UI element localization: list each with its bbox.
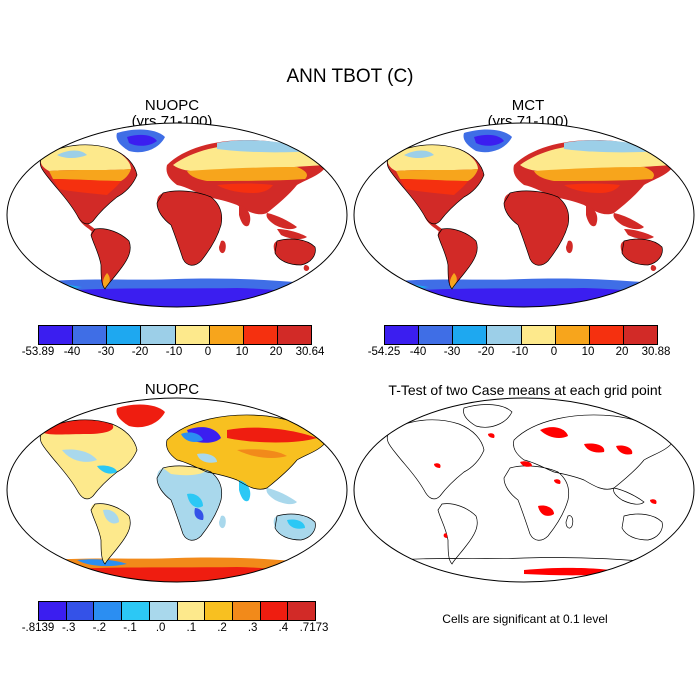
colorbar-swatch xyxy=(141,326,176,344)
colorbar-tick-label: .0 xyxy=(155,622,166,634)
colorbar-swatch xyxy=(39,602,67,620)
colorbar-tick-label: -54.25 xyxy=(367,346,401,358)
colorbar-tick-label: .1 xyxy=(186,622,197,634)
colorbar-tick-label: -20 xyxy=(477,346,495,358)
colorbar-mct-labels: -54.25 -40 -30 -20 -10 0 10 20 30.88 xyxy=(368,346,671,362)
colorbar-swatch xyxy=(589,326,624,344)
colorbar-difference-labels: -.8139 -.3 -.2 -.1 .0 .1 .2 .3 .4 .7173 xyxy=(22,622,329,638)
colorbar-tick-label: -30 xyxy=(443,346,461,358)
colorbar-tick-label: -10 xyxy=(165,346,183,358)
colorbar-swatch xyxy=(232,602,261,620)
figure-title: ANN TBOT (C) xyxy=(286,66,414,87)
colorbar-swatch xyxy=(66,602,95,620)
colorbar-tick-label: -10 xyxy=(511,346,529,358)
colorbar-swatch xyxy=(260,602,289,620)
colorbar-swatch xyxy=(73,326,108,344)
colorbar-swatch xyxy=(453,326,488,344)
colorbar-swatch xyxy=(277,326,311,344)
colorbar-swatch xyxy=(521,326,556,344)
colorbar-swatch xyxy=(94,602,123,620)
colorbar-tick-label: -.2 xyxy=(92,622,107,634)
colorbar-mct xyxy=(384,325,658,345)
colorbar-nuopc-labels: -53.89 -40 -30 -20 -10 0 10 20 30.64 xyxy=(22,346,325,362)
colorbar-swatch xyxy=(209,326,244,344)
colorbar-swatch xyxy=(385,326,420,344)
map-panel-mct xyxy=(353,122,695,308)
colorbar-tick-label: 20 xyxy=(615,346,629,358)
colorbar-tick-label: 0 xyxy=(204,346,212,358)
panel-title-line1: NUOPC xyxy=(144,381,200,398)
significance-note: Cells are significant at 0.1 level xyxy=(442,612,608,626)
colorbar-tick-label: .2 xyxy=(217,622,227,634)
colorbar-tick-label: -.1 xyxy=(123,622,137,634)
colorbar-tick-label: .3 xyxy=(247,622,258,634)
colorbar-tick-label: .4 xyxy=(278,622,289,634)
colorbar-tick-label: -40 xyxy=(63,346,81,358)
colorbar-swatch xyxy=(107,326,142,344)
colorbar-tick-label: 10 xyxy=(581,346,595,358)
panel-title-line1: MCT xyxy=(511,97,545,114)
colorbar-tick-label: -20 xyxy=(131,346,149,358)
colorbar-tick-label: -.8139 xyxy=(21,622,55,634)
colorbar-swatch xyxy=(177,602,206,620)
colorbar-tick-label: 30.88 xyxy=(641,346,671,358)
colorbar-tick-label: -.3 xyxy=(61,622,76,634)
colorbar-swatch xyxy=(288,602,316,620)
colorbar-swatch xyxy=(122,602,150,620)
colorbar-swatch xyxy=(39,326,74,344)
colorbar-tick-label: 10 xyxy=(235,346,249,358)
colorbar-difference xyxy=(38,601,316,621)
colorbar-tick-label: 0 xyxy=(550,346,558,358)
colorbar-swatch xyxy=(623,326,657,344)
map-panel-nuopc xyxy=(6,122,348,308)
panel-title-line1: NUOPC xyxy=(144,97,200,114)
colorbar-tick-label: -53.89 xyxy=(21,346,55,358)
colorbar-tick-label: 30.64 xyxy=(295,346,325,358)
colorbar-swatch xyxy=(487,326,522,344)
colorbar-nuopc xyxy=(38,325,312,345)
colorbar-swatch xyxy=(175,326,210,344)
colorbar-swatch xyxy=(555,326,590,344)
colorbar-swatch xyxy=(243,326,278,344)
map-panel-difference xyxy=(6,397,348,583)
colorbar-swatch xyxy=(205,602,233,620)
panel-title-ttest: T-Test of two Case means at each grid po… xyxy=(388,382,662,398)
colorbar-tick-label: -40 xyxy=(409,346,427,358)
colorbar-tick-label: .7173 xyxy=(299,622,329,634)
colorbar-tick-label: 20 xyxy=(269,346,283,358)
colorbar-swatch xyxy=(419,326,454,344)
map-panel-ttest xyxy=(353,397,695,583)
colorbar-tick-label: -30 xyxy=(97,346,115,358)
colorbar-swatch xyxy=(149,602,178,620)
